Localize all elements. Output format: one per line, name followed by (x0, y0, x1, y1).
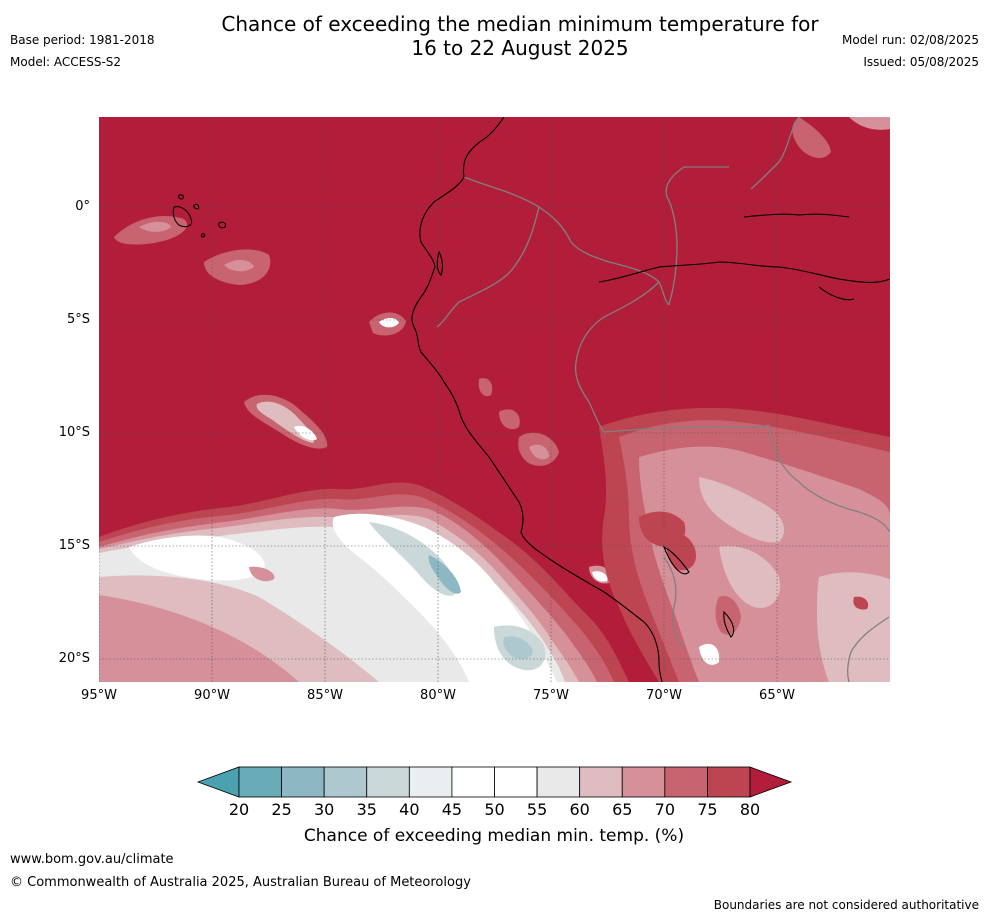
colorbar-tick: 30 (313, 800, 335, 819)
colorbar-under-arrow (196, 766, 240, 798)
lon-tick-90w: 90°W (194, 688, 230, 703)
lat-tick-10s: 10°S (58, 425, 90, 440)
colorbar-tick: 80 (739, 800, 761, 819)
lon-tick-70w: 70°W (646, 688, 682, 703)
coastline (411, 117, 890, 682)
colorbar-cell (281, 766, 325, 798)
colorbar-tick: 70 (654, 800, 675, 819)
colorbar-cell (408, 766, 453, 798)
colorbar-cell (366, 766, 410, 798)
lat-tick-5s: 5°S (66, 312, 90, 327)
base-period: Base period: 1981-2018 (10, 33, 155, 47)
map-title: Chance of exceeding the median minimum t… (0, 12, 988, 60)
colorbar-cell (664, 766, 708, 798)
colorbar-tick: 45 (441, 800, 463, 819)
footer-disclaimer: Boundaries are not considered authoritat… (713, 898, 979, 912)
graticule (99, 117, 890, 682)
colorbar-cell (238, 766, 282, 798)
colorbar-over-arrow (749, 766, 793, 798)
lat-tick-20s: 20°S (58, 651, 90, 666)
footer-url: www.bom.gov.au/climate (10, 852, 174, 867)
land-anomaly-region (599, 407, 890, 682)
colorbar-tick: 25 (271, 800, 292, 819)
issued-date: Issued: 05/08/2025 (863, 55, 979, 69)
colorbar-cell (451, 766, 495, 798)
colorbar-tick: 35 (356, 800, 377, 819)
colorbar-cell (536, 766, 581, 798)
title-line-1: Chance of exceeding the median minimum t… (221, 12, 819, 36)
small-anomaly-patches (114, 117, 890, 584)
colorbar-cell (707, 766, 751, 798)
colorbar-cell (579, 766, 623, 798)
colorbar (196, 766, 793, 798)
lat-tick-0: 0° (75, 199, 90, 214)
model-run: Model run: 02/08/2025 (841, 33, 979, 47)
colorbar-tick: 65 (612, 800, 633, 819)
lon-tick-65w: 65°W (759, 688, 795, 703)
lon-tick-80w: 80°W (420, 688, 456, 703)
meta-left: Base period: 1981-2018 Model: ACCESS-S2 (10, 29, 155, 73)
lat-tick-15s: 15°S (58, 538, 90, 553)
colorbar-tick: 50 (484, 800, 505, 819)
lon-tick-85w: 85°W (307, 688, 343, 703)
footer-copyright: © Commonwealth of Australia 2025, Austra… (10, 875, 471, 890)
ocean-anomaly-region (99, 482, 629, 682)
colorbar-label: Chance of exceeding median min. temp. (%… (303, 826, 685, 846)
lon-tick-95w: 95°W (81, 688, 117, 703)
colorbar-tick: 20 (228, 800, 250, 819)
colorbar-cell (494, 766, 538, 798)
model-name: Model: ACCESS-S2 (10, 55, 122, 69)
colorbar-tick: 60 (569, 800, 590, 819)
colorbar-tick: 55 (526, 800, 548, 819)
country-borders (436, 117, 890, 682)
forecast-map (99, 117, 890, 682)
colorbar-cell (621, 766, 666, 798)
lon-tick-75w: 75°W (533, 688, 569, 703)
galapagos-islands (172, 194, 226, 238)
title-line-2: 16 to 22 August 2025 (411, 36, 629, 60)
colorbar-tick: 75 (697, 800, 718, 819)
colorbar-cell (323, 766, 368, 798)
meta-right: Model run: 02/08/2025 Issued: 05/08/2025 (842, 29, 979, 73)
colorbar-tick: 40 (399, 800, 420, 819)
